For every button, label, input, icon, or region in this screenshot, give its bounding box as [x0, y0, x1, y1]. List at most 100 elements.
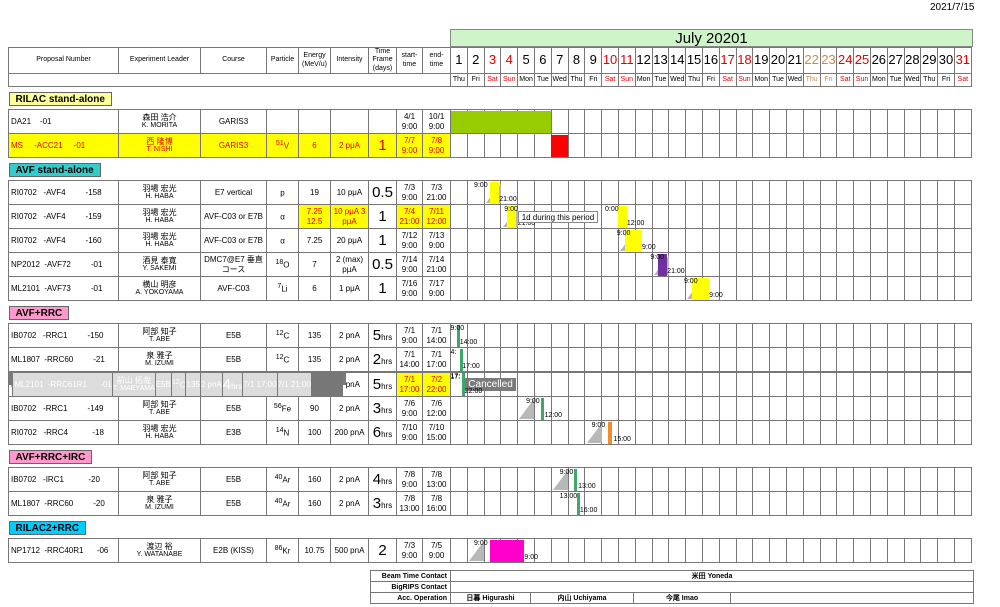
day-cell [450, 204, 468, 229]
particle-symbol: N [283, 428, 290, 438]
day-cell [651, 420, 670, 445]
day-cell [769, 252, 787, 277]
period-note: 1d during this period [517, 210, 599, 223]
weekday-label: Sat [601, 73, 619, 87]
start-marker-triangle [468, 540, 484, 561]
weekday-label: Mon [517, 73, 535, 87]
weekday-label: Tue [769, 73, 787, 87]
day-cell [718, 228, 737, 253]
day-cell [735, 420, 754, 445]
time-label: 21:00 [667, 267, 685, 275]
day-cell [685, 109, 703, 134]
start-time: 7/4 21:00 [396, 204, 423, 229]
leader-name-en: H. HABA [145, 193, 174, 201]
day-cell [718, 491, 737, 516]
day-cell [752, 204, 771, 229]
time-label: 14:00 [459, 338, 478, 346]
time-frame-unit: hrs [381, 332, 393, 342]
day-cell [752, 133, 771, 158]
day-number: 21 [785, 47, 804, 74]
day-cell [584, 347, 603, 372]
day-number: 1 [450, 47, 468, 74]
day-cell [651, 133, 670, 158]
proposal-number: RI0702 -AVF4 -160 [8, 228, 119, 253]
leader-name-jp: 阿部 知子 [142, 326, 177, 336]
course: E5B [200, 323, 267, 348]
schedule-bar [540, 397, 544, 420]
day-cell [651, 467, 670, 492]
day-cell [920, 538, 939, 563]
day-cell [869, 538, 888, 563]
schedule-row: ML2101 -AVF73 -01 横山 明彦 A. YOKOYAMA AVF-C03… [8, 276, 972, 301]
intensity: 2 pμA [330, 133, 369, 158]
start-time: 7/14 9:00 [396, 252, 423, 277]
day-cell [550, 109, 569, 134]
day-cell [920, 252, 939, 277]
day-cell [836, 538, 855, 563]
day-cell [903, 276, 922, 301]
time-frame-value: 2 [372, 350, 382, 368]
intensity: 200 pnA [330, 420, 369, 445]
day-cell [953, 396, 972, 421]
time-label: 9:00 [474, 539, 488, 547]
day-cell [769, 491, 787, 516]
time-frame: 0.5 [368, 252, 397, 277]
time-label: 17: [450, 373, 461, 380]
day-cell [769, 204, 787, 229]
day-cell [517, 180, 535, 205]
leader-name-en: H. HABA [145, 217, 174, 225]
day-cell [701, 180, 720, 205]
day-cell [953, 252, 972, 277]
leader-name-en: Y. SAKEMI [142, 265, 177, 273]
day-cell [617, 252, 636, 277]
day-cell [903, 372, 922, 397]
day-cell [617, 180, 636, 205]
time-label: 9:00 [474, 181, 488, 189]
proposal-number: RI0702 -AVF4 -158 [8, 180, 119, 205]
time-frame-unit: hrs [381, 405, 393, 415]
day-cell [651, 347, 670, 372]
intensity: 2 (max) pμA [330, 252, 369, 277]
day-cell [651, 323, 670, 348]
day-cell [953, 347, 972, 372]
experiment-leader: 阿部 知子 T. ABE [118, 323, 201, 348]
day-cell [886, 204, 905, 229]
day-cell [802, 347, 821, 372]
day-cell [567, 228, 586, 253]
particle-symbol: C [283, 355, 290, 365]
day-number: 9 [584, 47, 603, 74]
day-cell [769, 396, 787, 421]
day-cell [685, 372, 703, 397]
day-cell [634, 491, 653, 516]
time-frame-unit: hrs [381, 356, 393, 366]
header-course: Course [200, 47, 267, 74]
day-cell [920, 204, 939, 229]
weekday-label: Thu [685, 73, 703, 87]
end-time: 7/14 21:00 [422, 252, 451, 277]
day-cell [550, 538, 569, 563]
day-cell [903, 420, 922, 445]
start-marker-triangle [586, 422, 602, 443]
day-cell [450, 228, 468, 253]
day-cell [886, 323, 905, 348]
leader-name-jp: 阿部 知子 [142, 470, 177, 480]
energy: 10.75 [298, 538, 331, 563]
start-time: 7/1 9:00 [396, 323, 423, 348]
day-cell [937, 467, 955, 492]
day-cell [483, 133, 502, 158]
day-cell [483, 347, 502, 372]
time-frame-value: 6 [372, 423, 382, 441]
day-cell [450, 420, 468, 445]
particle: α [266, 204, 299, 229]
start-time: 7/3 9:00 [396, 538, 423, 563]
day-number: 30 [937, 47, 955, 74]
day-cell [601, 372, 619, 397]
cancelled-label: Cancelled [465, 378, 516, 391]
day-cell [937, 347, 955, 372]
time-frame-unit: hrs [381, 381, 393, 391]
energy: 135 [298, 347, 331, 372]
day-cell [819, 252, 838, 277]
intensity: 2 pnA [330, 491, 369, 516]
section-label: RILAC stand-alone [8, 92, 112, 107]
time-frame: 6hrs [368, 420, 397, 445]
